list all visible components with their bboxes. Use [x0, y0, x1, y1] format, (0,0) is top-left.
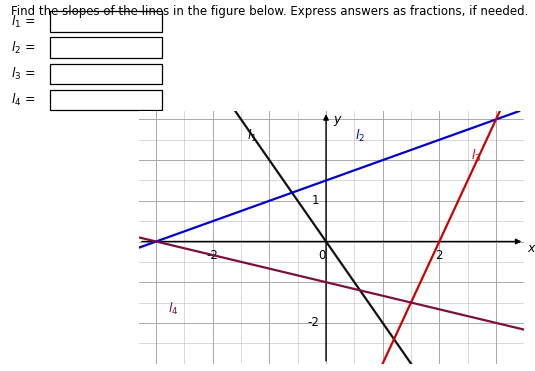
FancyBboxPatch shape — [50, 11, 162, 32]
Text: 1: 1 — [312, 194, 319, 207]
Text: $l_{1}$: $l_{1}$ — [247, 128, 257, 144]
Text: $l_{2}$: $l_{2}$ — [355, 128, 365, 144]
FancyBboxPatch shape — [50, 37, 162, 58]
Text: 0: 0 — [319, 249, 326, 262]
Text: $l_3$ =: $l_3$ = — [11, 66, 35, 82]
Text: $l_4$ =: $l_4$ = — [11, 92, 35, 108]
FancyBboxPatch shape — [50, 63, 162, 84]
Text: y: y — [333, 113, 340, 127]
Text: Find the slopes of the lines in the figure below. Express answers as fractions, : Find the slopes of the lines in the figu… — [11, 5, 528, 18]
Text: -2: -2 — [207, 249, 219, 262]
Text: $l_1$ =: $l_1$ = — [11, 14, 35, 30]
Text: $l_{3}$: $l_{3}$ — [471, 148, 482, 164]
Text: 2: 2 — [435, 249, 443, 262]
Text: $l_2$ =: $l_2$ = — [11, 40, 35, 56]
Text: -2: -2 — [308, 316, 319, 329]
Text: x: x — [527, 242, 534, 255]
Text: $l_{4}$: $l_{4}$ — [168, 301, 178, 317]
FancyBboxPatch shape — [50, 90, 162, 111]
